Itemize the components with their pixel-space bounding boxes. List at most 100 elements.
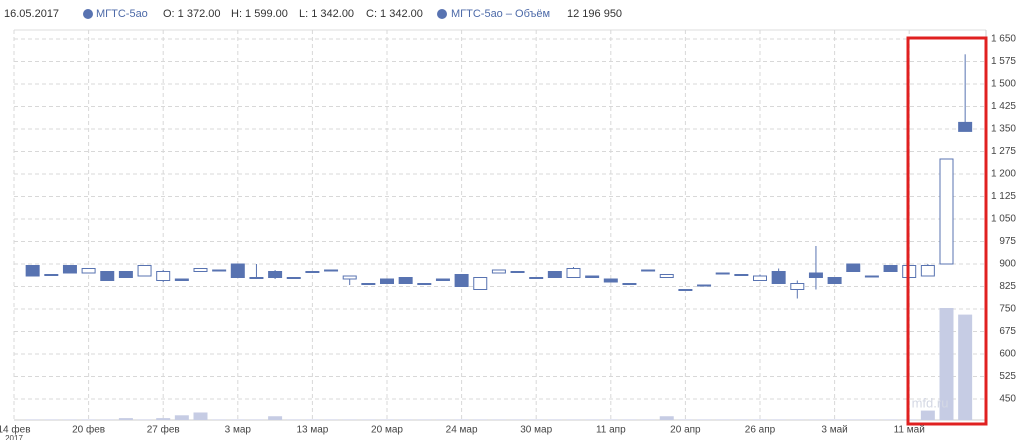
volume-bar — [659, 416, 674, 420]
header-low: L: 1 342.00 — [299, 8, 354, 20]
legend-label[interactable]: МГТС-5ао – Объём — [451, 8, 550, 20]
volume-bar — [324, 419, 339, 420]
volume-bar — [193, 412, 208, 420]
y-tick-label: 1 650 — [991, 34, 1016, 45]
y-tick-label: 600 — [999, 349, 1016, 360]
volume-bar — [641, 419, 656, 420]
y-tick-label: 450 — [999, 394, 1016, 405]
volume-bar — [417, 419, 432, 420]
y-tick-label: 975 — [999, 236, 1016, 247]
candle-body — [454, 274, 469, 287]
candle-body — [491, 269, 506, 274]
candle-body — [920, 265, 935, 277]
header-close: C: 1 342.00 — [366, 8, 423, 20]
header-high: H: 1 599.00 — [231, 8, 288, 20]
candle-body — [156, 271, 171, 281]
x-tick-label: 30 мар — [520, 425, 552, 436]
volume-bar — [547, 419, 562, 420]
volume-bar — [435, 419, 450, 420]
candle-body — [846, 263, 861, 272]
legend-label[interactable]: МГТС-5ао — [96, 8, 148, 20]
header-open: O: 1 372.00 — [163, 8, 221, 20]
x-tick-label: 11 апр — [596, 425, 626, 436]
candle-body — [585, 275, 600, 278]
volume-bar — [771, 419, 786, 420]
candle-body — [939, 158, 954, 265]
volume-bar — [230, 419, 245, 420]
volume-bar — [510, 419, 525, 420]
candle-body — [398, 277, 413, 284]
candle-body — [380, 278, 394, 284]
x-tick-label: 24 мар — [446, 425, 478, 436]
candle-body — [230, 263, 245, 278]
volume-bar — [491, 419, 506, 420]
y-tick-label: 1 275 — [991, 146, 1016, 157]
volume-bar — [212, 419, 227, 420]
y-tick-label: 825 — [999, 281, 1016, 292]
header-date: 16.05.2017 — [4, 8, 59, 20]
y-tick-label: 900 — [999, 259, 1016, 270]
x-tick-label: 20 апр — [670, 425, 701, 436]
x-tick-label: 27 фев — [147, 424, 180, 436]
candle-body — [174, 278, 189, 281]
y-tick-label: 1 575 — [991, 56, 1016, 67]
volume-bar — [603, 419, 618, 420]
x-tick-label: 3 май — [821, 425, 847, 436]
x-tick-label: 14 фев — [0, 424, 31, 436]
highlight-box — [906, 36, 988, 426]
y-tick-label: 1 425 — [991, 101, 1016, 112]
volume-bar — [100, 419, 115, 420]
legend-swatch — [437, 9, 447, 19]
volume-bar — [44, 419, 59, 420]
volume-bar — [156, 418, 171, 420]
y-tick-label: 1 350 — [991, 124, 1016, 135]
candle-body — [883, 265, 898, 272]
volume-bar — [715, 419, 730, 420]
candle-body — [808, 272, 823, 278]
candle-body — [622, 283, 637, 285]
candle-body — [734, 274, 749, 276]
candle-body — [678, 289, 693, 291]
candle-body — [342, 275, 357, 280]
candle-body — [118, 271, 133, 278]
volume-bar — [249, 419, 264, 420]
y-tick-label: 750 — [999, 304, 1016, 315]
candle-body — [417, 283, 432, 285]
candle-body — [864, 275, 879, 278]
volume-bar — [958, 314, 973, 420]
candle-body — [324, 269, 339, 272]
candle-body — [212, 269, 227, 272]
y-tick-label: 1 125 — [991, 191, 1016, 202]
candle-body — [25, 265, 40, 277]
volume-bar — [81, 419, 96, 420]
volume-bar — [174, 415, 189, 420]
candle-body — [62, 265, 77, 274]
candle-body — [361, 283, 376, 285]
volume-bar — [697, 419, 712, 420]
x-tick-label: 26 апр — [745, 425, 776, 436]
volume-bar — [380, 419, 394, 420]
volume-bar — [361, 419, 376, 420]
volume-bar — [118, 418, 133, 420]
candle-body — [753, 275, 767, 281]
candle-body — [286, 277, 301, 279]
candle-body — [958, 121, 973, 132]
x-tick-label: 13 мар — [296, 425, 328, 436]
candle-body — [659, 274, 674, 278]
candle-body — [790, 283, 805, 290]
volume-bar — [473, 419, 488, 420]
volume-bar — [268, 416, 283, 420]
volume-bar — [883, 419, 898, 420]
volume-bar — [62, 419, 77, 420]
x-tick-label: 20 фев — [72, 424, 105, 436]
y-tick-label: 1 050 — [991, 214, 1016, 225]
legend-swatch — [83, 9, 93, 19]
x-year-label: 2017 — [5, 434, 23, 440]
volume-bar — [286, 419, 301, 420]
candle-body — [473, 277, 488, 290]
volume-bar — [790, 419, 805, 420]
candle-body — [249, 277, 264, 279]
candle-body — [697, 284, 712, 287]
volume-bar — [305, 419, 320, 420]
